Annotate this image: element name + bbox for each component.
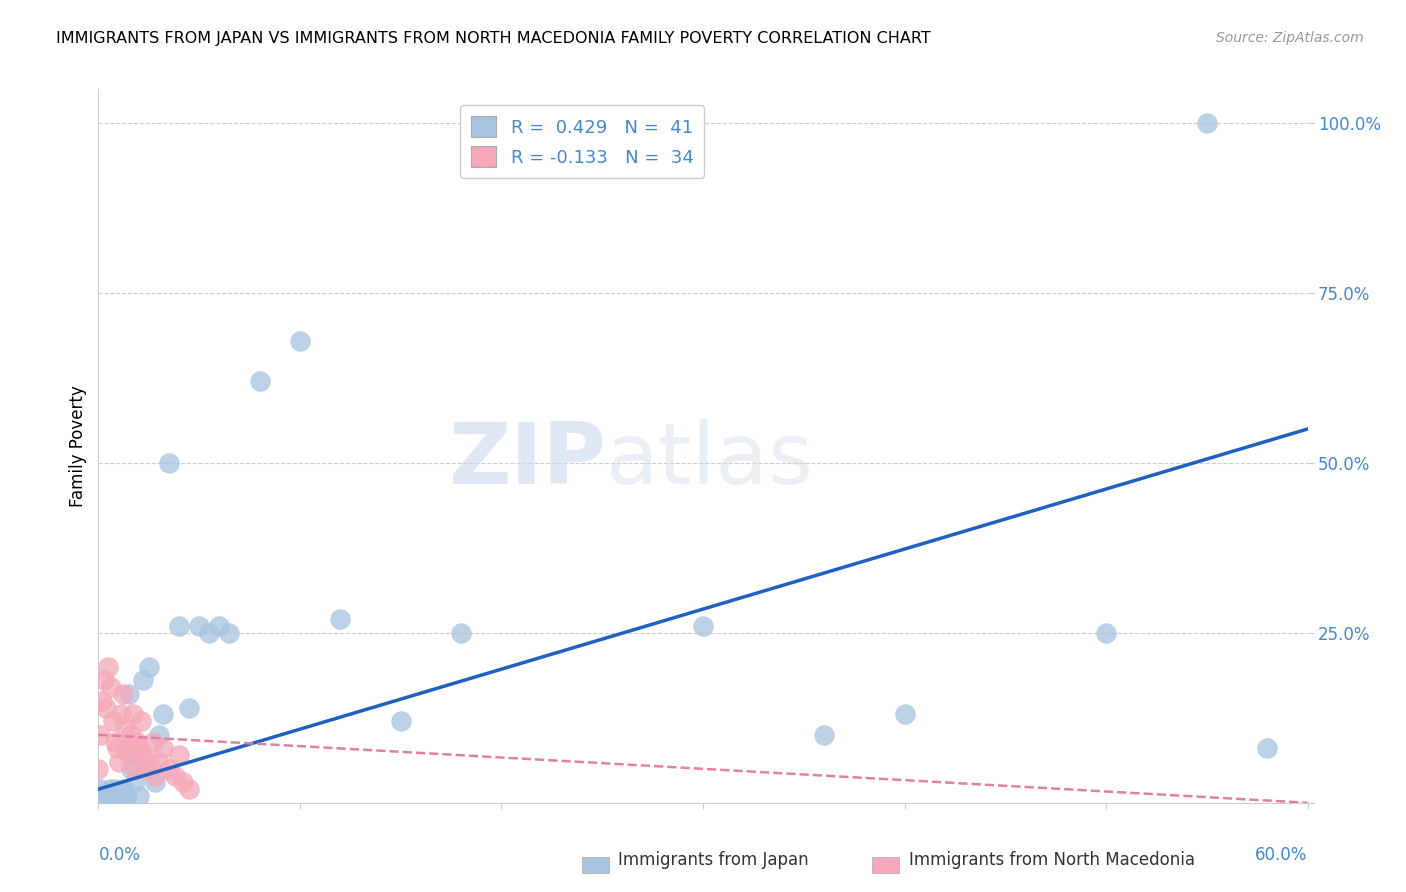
Text: atlas: atlas [606,418,814,502]
Point [118,748,141,763]
Point [813,728,835,742]
Text: Source: ZipAtlas.com: Source: ZipAtlas.com [1216,31,1364,45]
Point [143,769,166,783]
Point [134,762,156,776]
Point [172,775,194,789]
Point [129,714,152,729]
Point [96,786,118,800]
Point [128,789,150,803]
Point [110,789,132,803]
Point [198,626,221,640]
Point [1095,626,1118,640]
Point [132,748,155,763]
Point [128,741,150,756]
Point [101,714,124,729]
Point [114,721,136,735]
Point [389,714,412,729]
Point [114,786,136,800]
Point [143,775,166,789]
Point [107,786,129,800]
Point [893,707,915,722]
Point [163,769,186,783]
Point [125,734,148,748]
Point [115,789,138,803]
Legend: R =  0.429   N =  41, R = -0.133   N =  34: R = 0.429 N = 41, R = -0.133 N = 34 [460,105,704,178]
Point [93,673,115,688]
Point [93,789,115,803]
Point [89,728,111,742]
Point [288,334,311,348]
Point [167,619,190,633]
Point [138,755,160,769]
Point [167,748,190,763]
Point [450,626,472,640]
Point [152,741,174,756]
Point [329,612,352,626]
Text: 60.0%: 60.0% [1256,846,1308,863]
Point [111,782,134,797]
Point [121,748,143,763]
Point [118,687,141,701]
Point [91,694,114,708]
Point [148,728,170,742]
Text: 0.0%: 0.0% [98,846,141,863]
Point [249,375,271,389]
Point [177,782,201,797]
Point [100,680,122,694]
Point [107,755,129,769]
Point [152,707,174,722]
Point [103,734,125,748]
Y-axis label: Family Poverty: Family Poverty [69,385,87,507]
Point [142,734,165,748]
Point [208,619,231,633]
Point [105,789,128,803]
Point [96,700,118,714]
Point [157,456,180,470]
Point [692,619,714,633]
Point [1195,116,1218,130]
Text: ZIP: ZIP [449,418,606,502]
Point [177,700,201,714]
Point [115,741,138,756]
Point [138,660,160,674]
Point [188,619,211,633]
Point [218,626,240,640]
Point [157,762,180,776]
Point [148,755,170,769]
Point [121,707,143,722]
Text: Immigrants from Japan: Immigrants from Japan [619,851,808,869]
Point [103,782,125,797]
Point [124,762,146,776]
Point [120,728,142,742]
Point [97,792,120,806]
FancyBboxPatch shape [872,857,898,872]
Point [132,673,155,688]
Text: IMMIGRANTS FROM JAPAN VS IMMIGRANTS FROM NORTH MACEDONIA FAMILY POVERTY CORRELAT: IMMIGRANTS FROM JAPAN VS IMMIGRANTS FROM… [56,31,931,46]
Point [87,762,110,776]
Point [120,762,142,776]
FancyBboxPatch shape [582,857,609,872]
Point [105,741,128,756]
Point [101,789,124,803]
Text: Immigrants from North Macedonia: Immigrants from North Macedonia [908,851,1195,869]
Point [89,782,111,797]
Point [97,660,120,674]
Point [111,687,134,701]
Point [100,782,122,797]
Point [1256,741,1278,756]
Point [124,775,146,789]
Point [110,707,132,722]
